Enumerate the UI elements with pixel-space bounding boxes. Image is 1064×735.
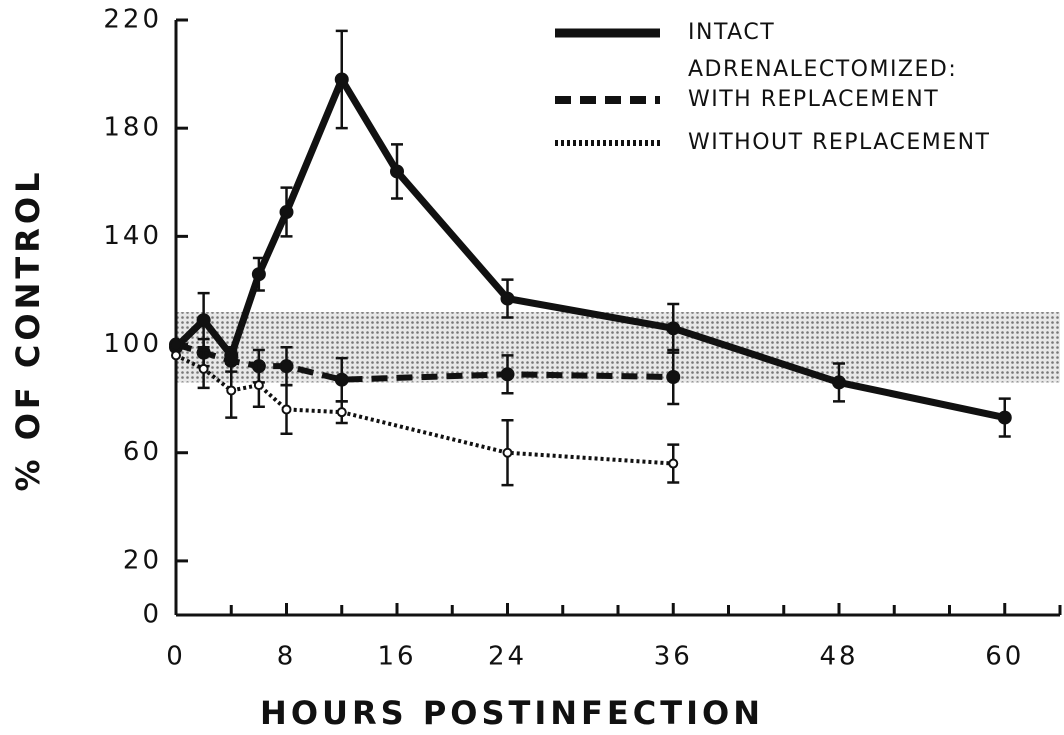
y-tick-label: 140 [103, 221, 162, 251]
data-point [171, 350, 181, 361]
y-tick-label: 20 [123, 545, 162, 575]
y-tick-label: 0 [142, 600, 162, 630]
legend-label: WITH REPLACEMENT [688, 87, 939, 112]
x-tick-label: 36 [654, 642, 693, 672]
data-point [253, 380, 264, 391]
x-tick-label: 24 [488, 642, 527, 672]
normal-range-band [176, 312, 1060, 383]
data-point [997, 410, 1012, 425]
data-point [169, 337, 183, 352]
series-line [175, 353, 674, 466]
data-point [279, 205, 294, 220]
data-point [334, 72, 349, 87]
x-tick-label: 60 [985, 642, 1024, 672]
data-point [281, 404, 292, 415]
data-point [198, 363, 209, 374]
data-point [279, 359, 294, 374]
y-tick-label: 220 [103, 5, 162, 35]
x-tick-label: 48 [819, 642, 858, 672]
y-axis-title: % OF CONTROL [9, 169, 47, 492]
legend-label: INTACT [688, 20, 775, 45]
y-tick-label: 100 [103, 329, 162, 359]
data-point [666, 370, 681, 384]
data-point [334, 372, 349, 387]
y-tick-label: 180 [103, 113, 162, 143]
data-point [500, 367, 515, 382]
legend-label: WITHOUT REPLACEMENT [688, 130, 991, 155]
data-point [668, 458, 679, 469]
data-point [666, 321, 681, 336]
x-tick-label: 0 [166, 642, 186, 672]
data-point [251, 267, 266, 282]
data-point [390, 164, 404, 179]
x-axis-title: HOURS POSTINFECTION [260, 694, 764, 732]
data-point [226, 385, 237, 396]
x-tick-label: 8 [277, 642, 297, 672]
data-point [832, 375, 846, 390]
data-point [502, 447, 513, 458]
data-point [500, 291, 515, 306]
data-point [196, 313, 211, 328]
x-tick-label: 16 [377, 642, 416, 672]
y-tick-label: 60 [123, 437, 162, 467]
data-point [336, 407, 347, 418]
legend-subtitle: ADRENALECTOMIZED: [688, 57, 957, 82]
